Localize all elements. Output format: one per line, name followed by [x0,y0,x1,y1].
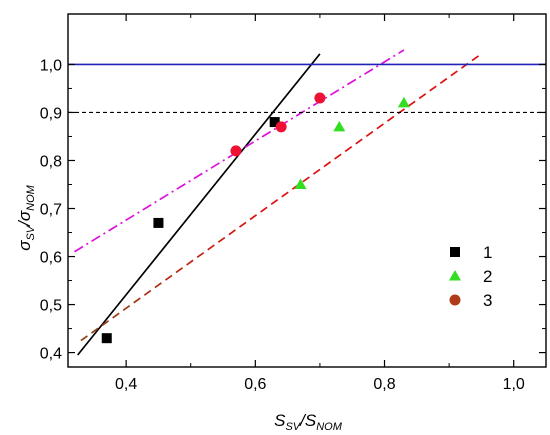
x-axis-title-sub2: NOM [316,421,343,433]
reference-lines [68,63,546,114]
point-series-2-2 [333,120,346,132]
fit-lines [74,49,482,356]
y-tick-label-5: 0,8 [40,153,62,170]
point-series-1-3 [269,117,280,128]
point-series-1-1 [101,333,112,344]
x-tick-label-3: 0,8 [373,376,395,393]
x-axis-title: SSV/SNOM [274,411,343,433]
x-tick-label-4: 1,0 [503,376,525,393]
legend-label-3: 3 [483,291,492,310]
y-axis-title: σSV/σNOM [15,184,37,250]
point-series-3-3 [314,92,326,104]
y-tick-label-1: 0,4 [40,346,62,363]
y-tick-label-7: 1,0 [40,57,62,74]
x-axis-title-main: S [274,411,286,430]
legend-marker-3 [449,294,461,306]
point-series-1-2 [153,217,164,228]
point-series-2-1 [294,178,307,189]
x-tick-label-1: 0,4 [115,376,137,393]
fit-line-1 [77,53,321,356]
point-series-2-3 [397,96,410,108]
legend-label-2: 2 [483,267,492,286]
x-axis-title-sub1: SV [285,421,301,433]
fit-line-2 [80,53,482,342]
y-tick-label-2: 0,5 [40,298,62,315]
y-axis-title-sub1: SV [25,224,37,240]
fit-line-3 [74,49,405,253]
x-tick-label-2: 0,6 [244,376,266,393]
legend-marker-2 [449,270,461,281]
y-tick-label-6: 0,9 [40,105,62,122]
y-axis-title-sub2: NOM [25,184,37,211]
plot-frame [67,13,547,368]
legend-marker-1 [450,247,460,257]
legend: 1 2 3 [449,243,492,310]
y-axis-title-slash: /σ [15,210,34,227]
point-series-3-2 [275,121,287,133]
x-axis-title-slash: /S [299,411,317,430]
point-series-3-1 [230,145,242,157]
data-points [101,92,410,344]
y-tick-label-3: 0,6 [40,250,62,267]
y-axis-title-main: σ [15,240,34,251]
y-tick-label-4: 0,7 [40,202,62,219]
axis-ticks: 0,4 0,6 0,8 1,0 0,4 0,5 0,6 0,7 0,8 0,9 1,0 [40,13,547,393]
legend-label-1: 1 [483,243,492,262]
